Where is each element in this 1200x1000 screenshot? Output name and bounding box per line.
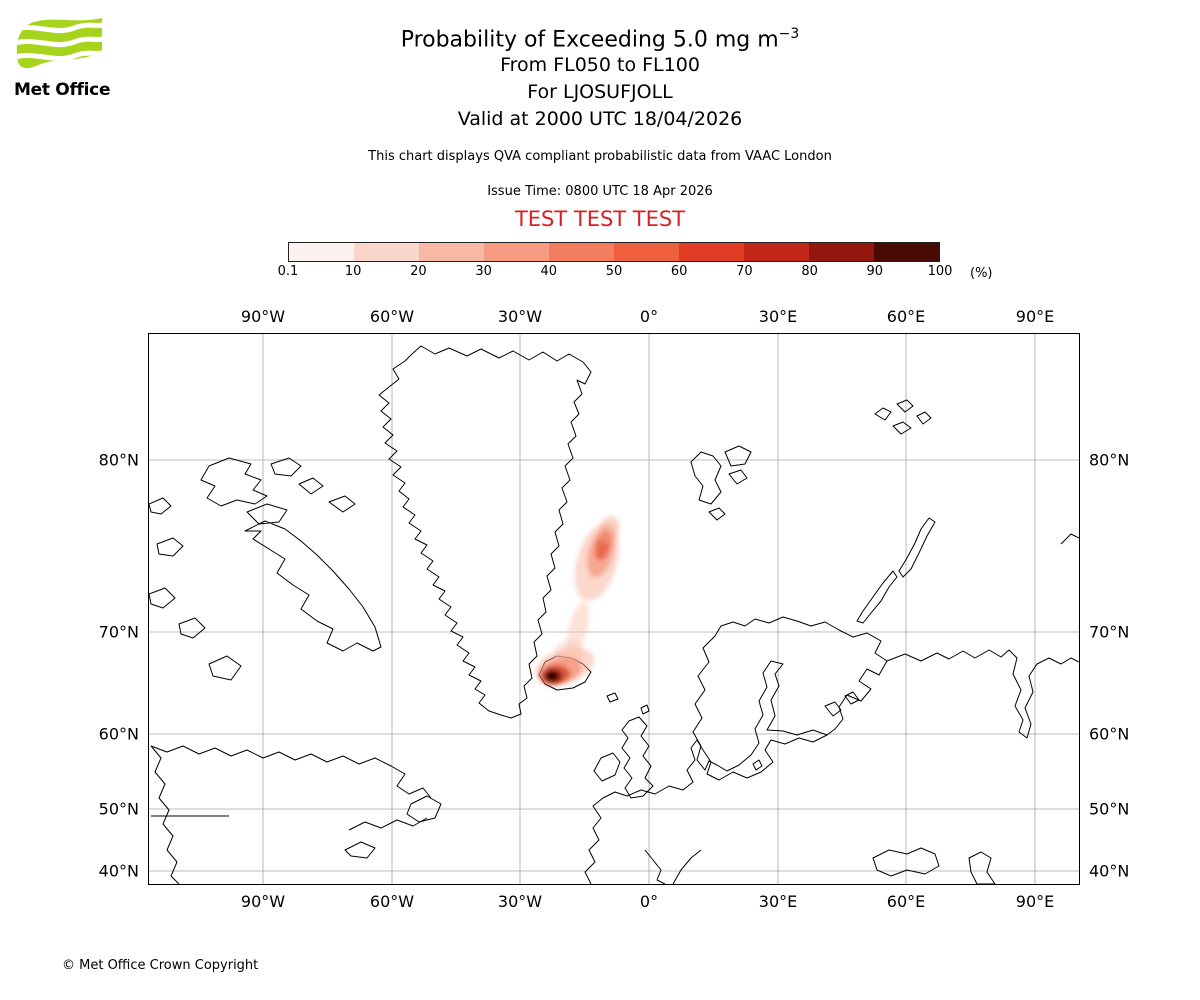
scandinavia-coast bbox=[692, 616, 888, 772]
chart-title: Probability of Exceeding 5.0 mg m−3 bbox=[0, 26, 1200, 52]
colorbar-segment bbox=[419, 243, 484, 261]
colorbar-segment bbox=[484, 243, 549, 261]
svalbard-coast bbox=[690, 445, 752, 521]
chart-title-text: Probability of Exceeding 5.0 mg m bbox=[400, 27, 779, 53]
colorbar-tick-label: 60 bbox=[670, 264, 688, 279]
colorbar-segment bbox=[744, 243, 809, 261]
latitude-label-left: 40°N bbox=[98, 861, 139, 881]
colorbar-tick-label: 10 bbox=[344, 264, 362, 279]
longitude-label-top: 30°E bbox=[758, 307, 798, 326]
colorbar-tick-label: 90 bbox=[866, 264, 884, 279]
header: Probability of Exceeding 5.0 mg m−3 From… bbox=[0, 26, 1200, 231]
st-lawrence-coast bbox=[151, 815, 428, 831]
longitude-label-bottom: 60°E bbox=[886, 892, 926, 911]
colorbar-segment bbox=[354, 243, 419, 261]
ireland-coast bbox=[593, 752, 621, 782]
coastline-segments bbox=[150, 533, 1079, 884]
ash-plume-cell bbox=[566, 601, 590, 657]
met-office-logo-text: Met Office bbox=[14, 80, 111, 100]
coastlines bbox=[149, 345, 996, 884]
met-office-logo-icon bbox=[16, 18, 102, 69]
colorbar-unit: (%) bbox=[970, 266, 993, 281]
latitude-label-left: 60°N bbox=[98, 724, 139, 744]
subtitle-flight-levels: From FL050 to FL100 bbox=[500, 54, 700, 77]
latitude-label-left: 80°N bbox=[98, 450, 139, 470]
longitude-label-bottom: 90°W bbox=[240, 892, 286, 911]
longitude-label-top: 90°W bbox=[240, 307, 286, 326]
greenland-coast bbox=[378, 345, 592, 719]
colorbar-segment bbox=[289, 243, 354, 261]
ash-plume-cell bbox=[598, 516, 620, 544]
mediterranean-coast bbox=[644, 849, 702, 884]
met-office-logo: Met Office bbox=[14, 12, 124, 100]
latitude-label-right: 50°N bbox=[1089, 799, 1130, 819]
faroe-islands bbox=[606, 692, 650, 715]
latitude-label-right: 70°N bbox=[1089, 622, 1130, 642]
longitude-label-bottom: 0° bbox=[639, 892, 659, 911]
black-sea-coast bbox=[872, 847, 940, 877]
longitude-label-bottom: 30°E bbox=[758, 892, 798, 911]
novaya-zemlya bbox=[856, 517, 936, 624]
latitude-label-left: 50°N bbox=[98, 799, 139, 819]
colorbar-segment bbox=[549, 243, 614, 261]
colorbar-tick-label: 0.1 bbox=[277, 264, 299, 279]
europe-atlantic-coast bbox=[584, 734, 828, 884]
colorbar-tick-label: 30 bbox=[475, 264, 492, 279]
colorbar-segment bbox=[614, 243, 679, 261]
longitude-label-top: 0° bbox=[639, 307, 659, 326]
colorbar-tick-label: 50 bbox=[605, 264, 623, 279]
canadian-arctic-islands bbox=[149, 457, 382, 681]
caspian-sea-coast bbox=[968, 851, 996, 884]
colorbar-tick-label: 100 bbox=[927, 264, 953, 279]
colorbar-ticks: 0.1 10 20 30 40 50 60 70 80 90 100 bbox=[278, 264, 953, 282]
longitude-label-bottom: 90°E bbox=[1015, 892, 1055, 911]
longitude-label-bottom: 30°W bbox=[497, 892, 543, 911]
map-canvas bbox=[149, 334, 1079, 884]
ash-plume-cell bbox=[546, 671, 558, 681]
test-banner: TEST TEST TEST bbox=[514, 207, 686, 232]
colorbar-tick-label: 40 bbox=[540, 264, 558, 279]
newfoundland-coast bbox=[344, 795, 442, 859]
ash-plume-overlay bbox=[535, 516, 620, 686]
graticule bbox=[149, 334, 1079, 884]
colorbar-segment bbox=[809, 243, 874, 261]
longitude-label-bottom: 60°W bbox=[369, 892, 415, 911]
latitude-label-left: 70°N bbox=[98, 622, 139, 642]
colorbar-tick-label: 20 bbox=[410, 264, 427, 279]
copyright: © Met Office Crown Copyright bbox=[62, 958, 259, 973]
colorbar-segment bbox=[679, 243, 744, 261]
hudson-bay-coast bbox=[150, 745, 180, 884]
latitude-label-right: 60°N bbox=[1089, 724, 1130, 744]
latitude-label-right: 80°N bbox=[1089, 450, 1130, 470]
latitude-label-right: 40°N bbox=[1089, 861, 1130, 881]
longitude-label-top: 60°E bbox=[886, 307, 926, 326]
franz-josef-land bbox=[874, 399, 932, 435]
colorbar-tick-label: 80 bbox=[801, 264, 818, 279]
longitude-label-top: 30°W bbox=[497, 307, 543, 326]
longitude-label-top: 90°E bbox=[1015, 307, 1055, 326]
colorbar-gradient bbox=[288, 242, 940, 262]
qva-note: This chart displays QVA compliant probab… bbox=[368, 149, 832, 165]
lakes bbox=[752, 691, 860, 771]
subtitle-volcano: For LJOSUFJOLL bbox=[527, 81, 673, 104]
map-panel: 90°W 90°W 60°W 60°W 30°W 30°W 0° 0° 30°E 30°E 60°E… bbox=[99, 307, 1130, 911]
great-britain-coast bbox=[621, 716, 654, 799]
labrador-coast bbox=[150, 745, 432, 799]
subtitle-valid-time: Valid at 2000 UTC 18/04/2026 bbox=[457, 108, 743, 131]
colorbar-tick-label: 70 bbox=[736, 264, 753, 279]
chart-title-exponent: −3 bbox=[778, 26, 800, 42]
longitude-label-top: 60°W bbox=[369, 307, 415, 326]
issue-time: Issue Time: 0800 UTC 18 Apr 2026 bbox=[487, 184, 713, 200]
colorbar-segment bbox=[874, 243, 939, 261]
probability-colorbar: 0.1 10 20 30 40 50 60 70 80 90 100 (%) bbox=[278, 242, 993, 282]
russian-arctic-coast bbox=[886, 533, 1079, 739]
